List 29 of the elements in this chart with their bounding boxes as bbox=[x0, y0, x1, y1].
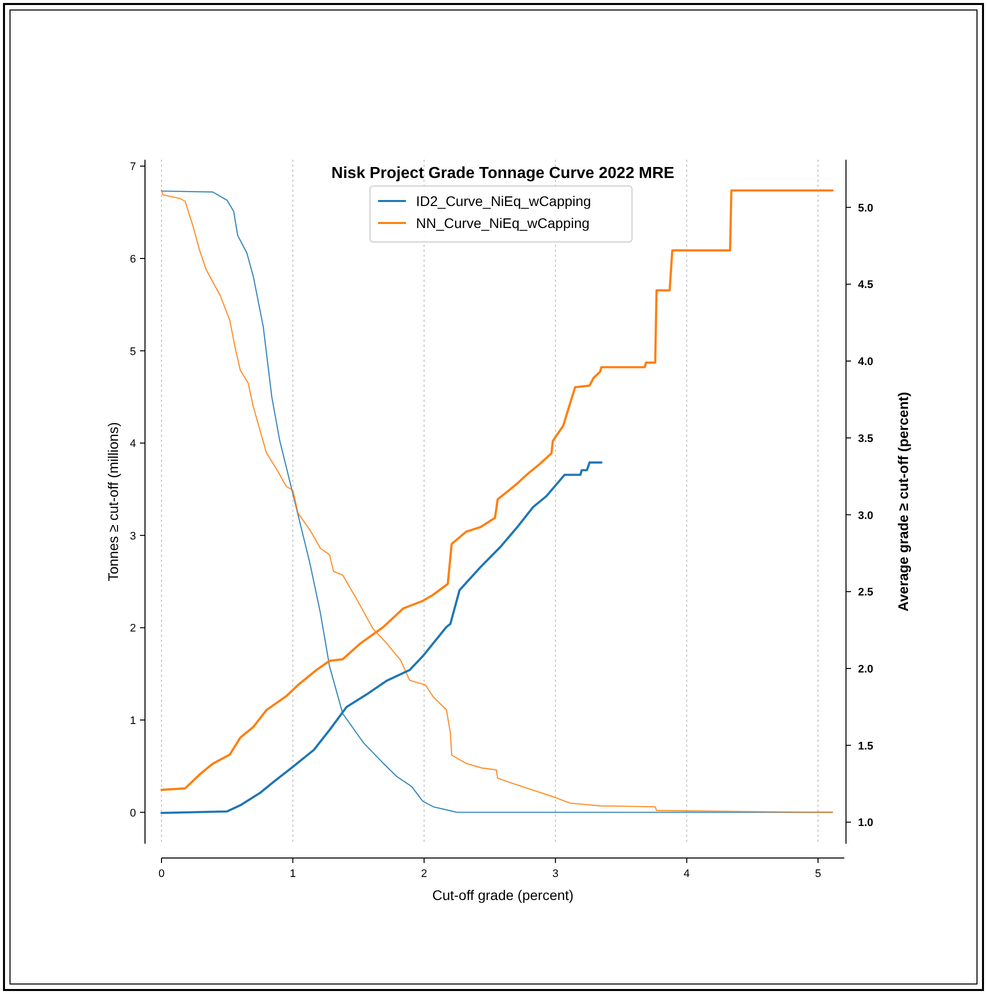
y2-axis-title: Average grade ≥ cut-off (percent) bbox=[895, 392, 911, 612]
legend-label: NN_Curve_NiEq_wCapping bbox=[416, 215, 590, 231]
y-tick-label: 2 bbox=[130, 622, 136, 635]
y-tick-label: 1 bbox=[130, 715, 136, 728]
x-tick-label: 5 bbox=[814, 868, 822, 880]
y2-tick-label: 4.0 bbox=[858, 356, 874, 368]
y-tick-label: 3 bbox=[130, 530, 136, 542]
y2-tick-label: 2.5 bbox=[858, 586, 874, 599]
y-axis-title: Tonnes ≥ cut-off (millions) bbox=[105, 422, 121, 582]
x-axis-title: Cut-off grade (percent) bbox=[432, 887, 574, 903]
y-tick-label: 4 bbox=[130, 438, 136, 450]
y2-tick-label: 3.0 bbox=[858, 510, 874, 522]
y-tick-label: 0 bbox=[130, 807, 136, 820]
y2-tick-label: 1.0 bbox=[858, 817, 874, 830]
y2-tick-label: 3.5 bbox=[858, 432, 874, 445]
y2-tick-label: 1.5 bbox=[858, 740, 874, 752]
x-tick-label: 1 bbox=[290, 868, 296, 880]
y-tick-label: 7 bbox=[130, 161, 136, 174]
legend-label: ID2_Curve_NiEq_wCapping bbox=[416, 193, 592, 209]
y2-tick-label: 4.5 bbox=[858, 279, 874, 292]
y2-tick-label: 2.0 bbox=[858, 663, 874, 676]
x-tick-label: 4 bbox=[684, 868, 690, 880]
x-tick-label: 2 bbox=[421, 868, 428, 880]
y-tick-label: 6 bbox=[130, 253, 136, 266]
x-tick-label: 3 bbox=[552, 868, 558, 880]
chart-title: Nisk Project Grade Tonnage Curve 2022 MRE bbox=[331, 165, 675, 182]
y2-tick-label: 5.0 bbox=[858, 202, 874, 214]
x-tick-label: 0 bbox=[158, 868, 165, 880]
y-tick-label: 5 bbox=[130, 346, 136, 358]
